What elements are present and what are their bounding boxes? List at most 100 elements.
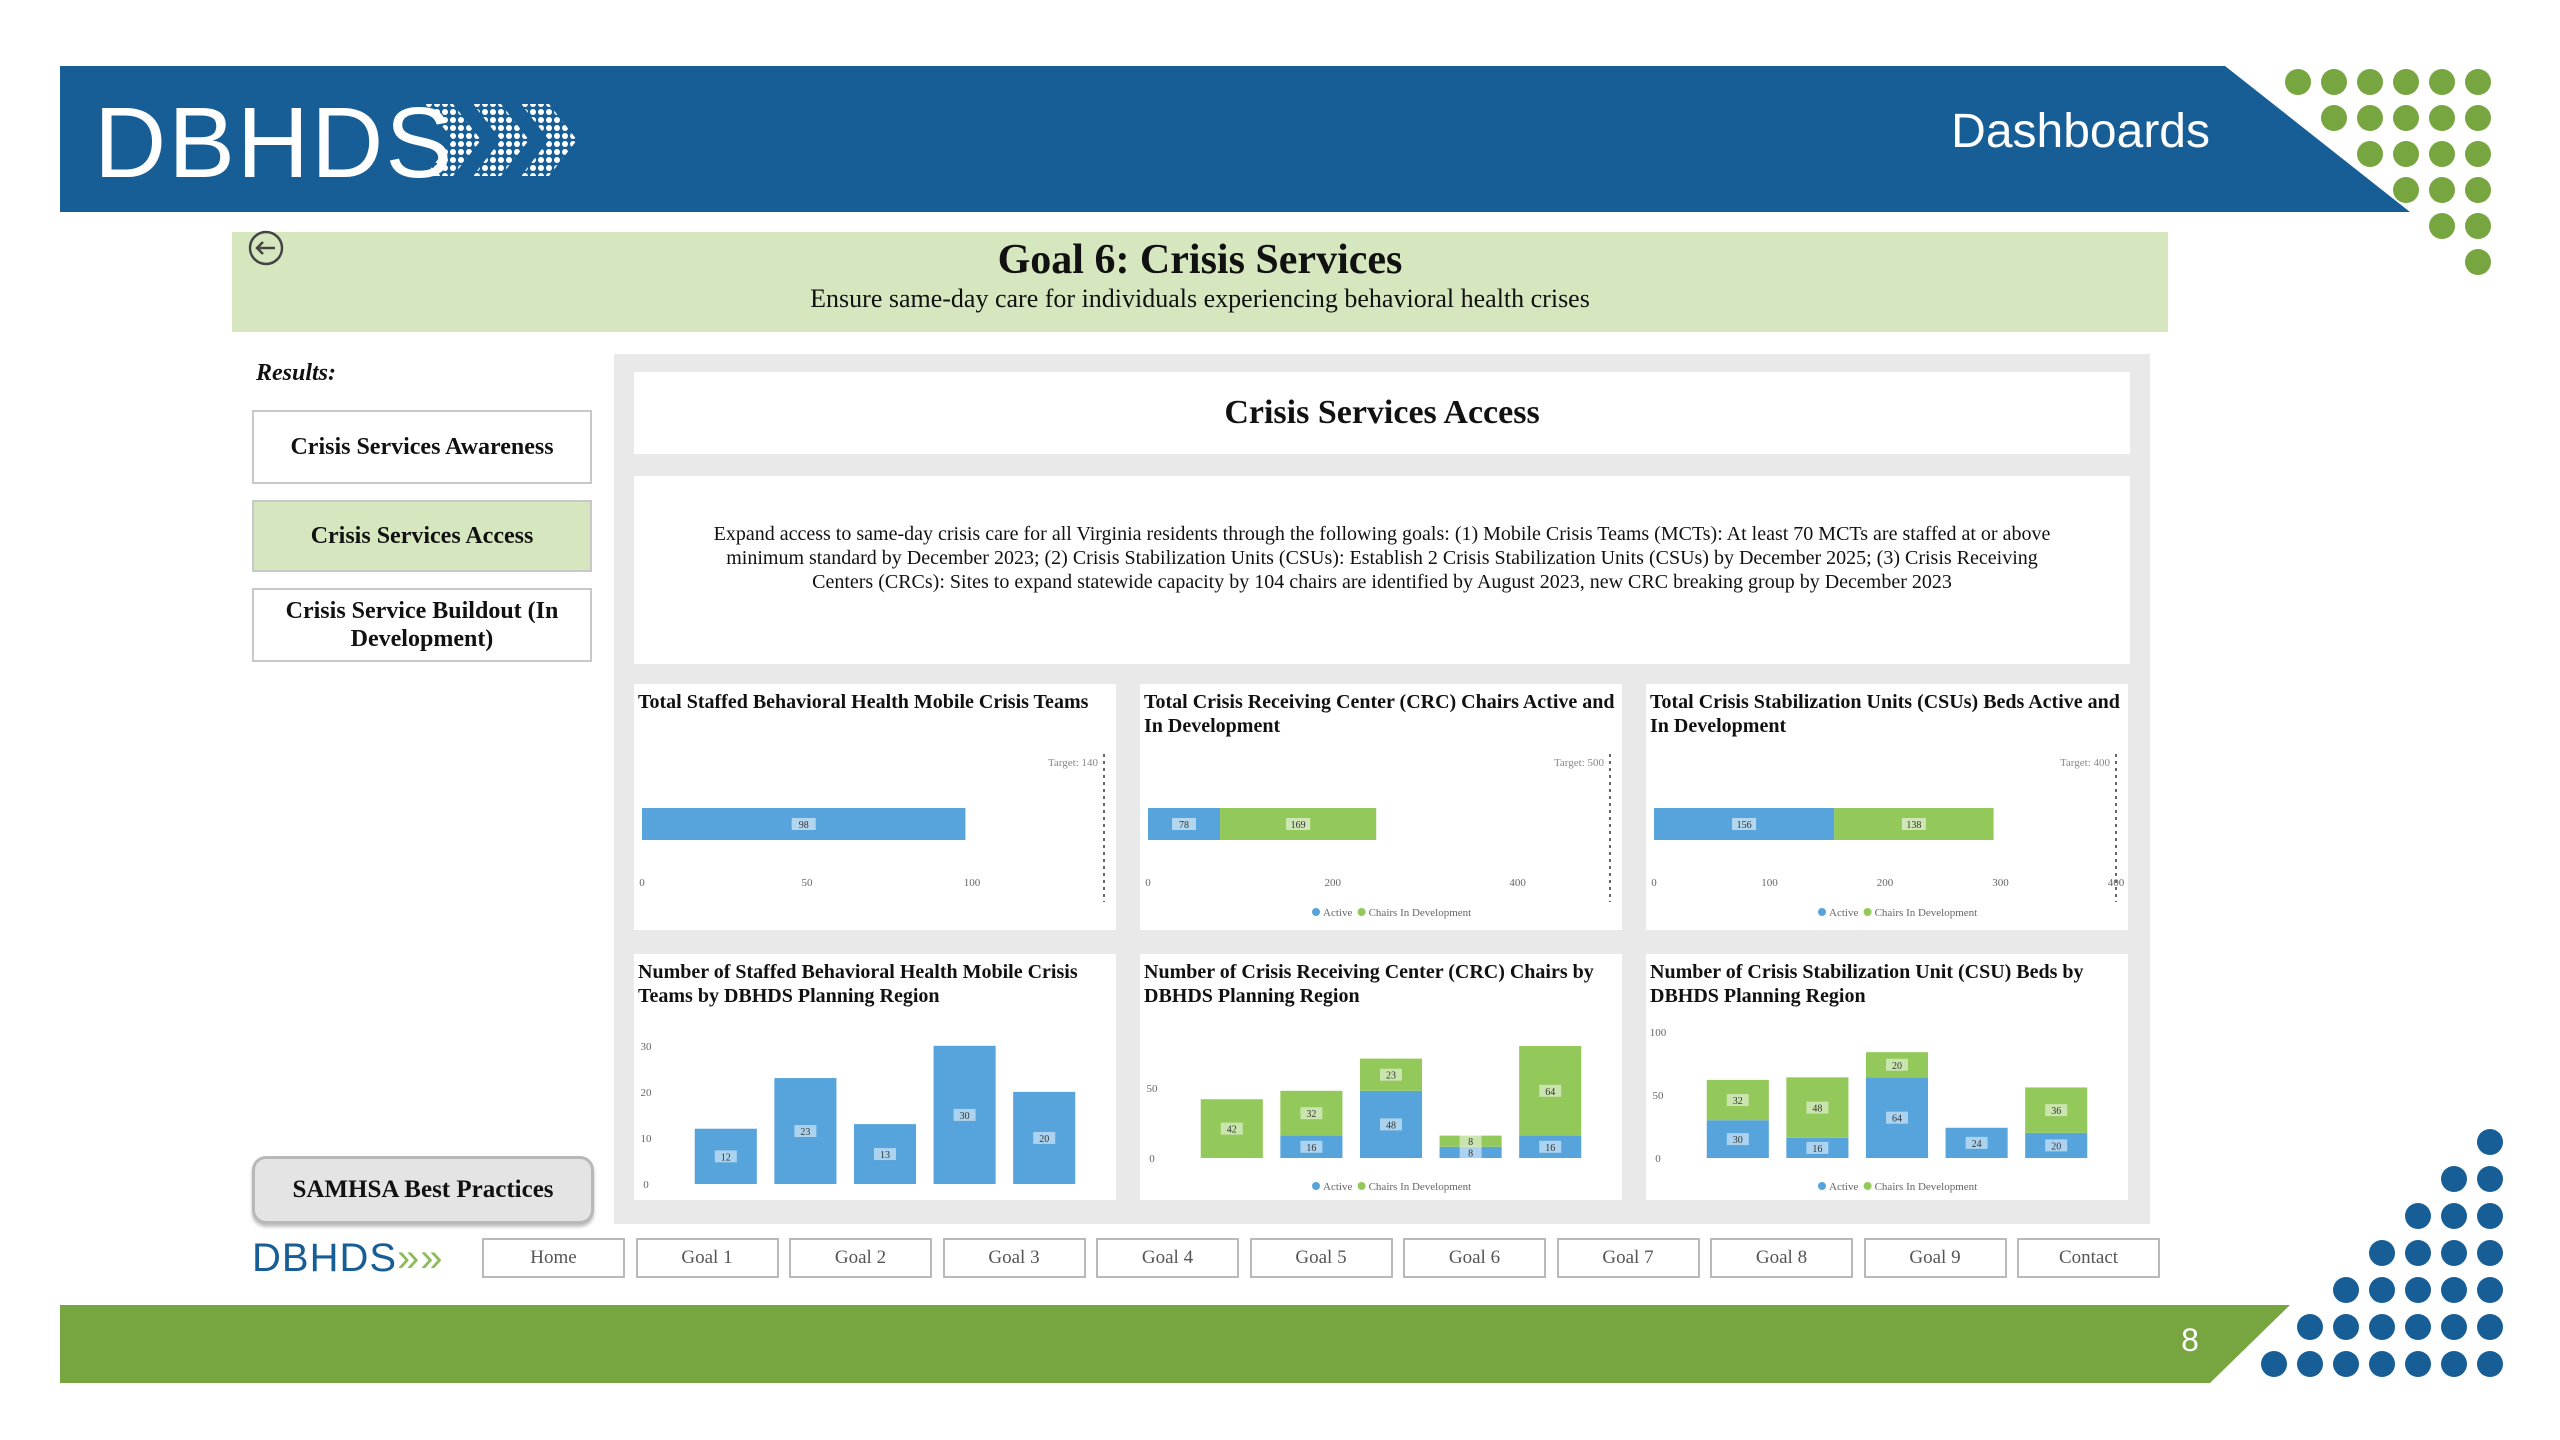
decor-dot <box>2333 1277 2359 1303</box>
data-label: 42 <box>1227 1125 1237 1136</box>
decor-dot <box>2357 69 2383 95</box>
data-label-box <box>1732 818 1757 830</box>
decor-dot <box>2465 249 2491 275</box>
target-label: Target: 140 <box>1048 757 1099 769</box>
tick-label: 0 <box>639 877 645 889</box>
chart-card-csu-region[interactable]: Number of Crisis Stabilization Unit (CSU… <box>1646 954 2128 1200</box>
nav-goal-7-button[interactable]: Goal 7 <box>1556 1238 1700 1278</box>
nav-contact-button[interactable]: Contact <box>2017 1238 2160 1278</box>
data-label: 16 <box>1812 1144 1822 1155</box>
legend-label: Chairs In Development <box>1369 907 1472 919</box>
tick-label: 200 <box>1325 877 1342 889</box>
nav-goal-9-button[interactable]: Goal 9 <box>1863 1238 2007 1278</box>
decor-dot <box>2393 105 2419 131</box>
data-label-box <box>1459 1135 1482 1148</box>
chart-title: Number of Crisis Stabilization Unit (CSU… <box>1650 961 2084 1007</box>
nav-goal-6-button[interactable]: Goal 6 <box>1403 1238 1546 1278</box>
legend-swatch <box>1312 908 1320 916</box>
chart-svg: 98 Target: 140 0 50 100 <box>639 754 1105 902</box>
nav-home-button[interactable]: Home <box>482 1238 625 1278</box>
legend-label: Chairs In Development <box>1875 1181 1978 1193</box>
footer-logo[interactable]: DBHDS»» <box>252 1236 444 1281</box>
decor-dot <box>2429 213 2455 239</box>
back-arrow-icon[interactable] <box>246 228 286 268</box>
legend-swatch <box>1818 908 1826 916</box>
tick-label: 0 <box>1145 877 1151 889</box>
nav-goal-3-button[interactable]: Goal 3 <box>942 1238 1086 1278</box>
logo-arrows-icon <box>425 104 577 176</box>
chart-svg: 0 50 42 16 32 48 23 88 16 64 Active Chairs In Devel… <box>1147 1046 1582 1193</box>
data-label-box <box>1220 1122 1243 1135</box>
chart-card-csu-total[interactable]: Total Crisis Stabilization Units (CSUs) … <box>1646 684 2128 930</box>
data-label-box <box>1300 1107 1323 1120</box>
data-label: 48 <box>1386 1120 1396 1131</box>
nav-goal-5-button[interactable]: Goal 5 <box>1249 1238 1393 1278</box>
sidebar-item-access[interactable]: Crisis Services Access <box>252 500 592 572</box>
data-label-box <box>1886 1058 1908 1071</box>
decor-dot <box>2465 177 2491 203</box>
data-label: 23 <box>1386 1071 1396 1082</box>
chart-card-crc-region[interactable]: Number of Crisis Receiving Center (CRC) … <box>1140 954 1622 1200</box>
decor-dot <box>2405 1277 2431 1303</box>
chart-svg: 0 10 20 30 12 23 13 30 20 <box>641 1041 1076 1191</box>
data-label: 98 <box>799 820 809 831</box>
footer-band <box>60 1305 2290 1383</box>
target-label: Target: 500 <box>1554 757 1605 769</box>
decor-dot <box>2297 1314 2323 1340</box>
data-label: 8 <box>1468 1148 1473 1159</box>
tick-label: 0 <box>1149 1153 1155 1165</box>
decor-dot <box>2429 177 2455 203</box>
goal-header <box>232 232 2168 332</box>
data-label: 20 <box>1892 1061 1902 1072</box>
chart-title: Total Crisis Stabilization Units (CSUs) … <box>1650 691 2120 737</box>
decor-dot <box>2357 141 2383 167</box>
data-label: 24 <box>1972 1139 1982 1150</box>
decor-dot <box>2465 141 2491 167</box>
chart-card-mct-total[interactable]: Total Staffed Behavioral Health Mobile C… <box>634 684 1116 930</box>
tick-label: 100 <box>1761 877 1778 889</box>
decor-dot <box>2297 1351 2323 1377</box>
decor-dot <box>2477 1351 2503 1377</box>
data-label: 20 <box>1039 1134 1049 1145</box>
legend-swatch <box>1357 1182 1366 1190</box>
access-title: Crisis Services Access <box>1224 394 1540 431</box>
data-label: 48 <box>1812 1104 1822 1115</box>
legend-label: Chairs In Development <box>1875 907 1978 919</box>
legend-swatch <box>1357 908 1366 916</box>
chart-title: Total Staffed Behavioral Health Mobile C… <box>638 691 1089 713</box>
tick-label: 300 <box>1992 877 2009 889</box>
data-label: 30 <box>960 1111 970 1122</box>
decor-dot <box>2261 1351 2287 1377</box>
chart-svg: 0 50 100 30 32 16 48 64 20 24 20 36 Active Chairs In … <box>1650 1027 2088 1193</box>
tick-label: 100 <box>1650 1027 1667 1039</box>
data-label-box <box>2045 1104 2068 1117</box>
data-label-box <box>874 1148 896 1161</box>
nav-goal-1-button[interactable]: Goal 1 <box>635 1238 779 1278</box>
decor-dot <box>2405 1240 2431 1266</box>
decor-dot <box>2405 1314 2431 1340</box>
decor-dot <box>2477 1314 2503 1340</box>
decor-dot <box>2441 1277 2467 1303</box>
data-label-box <box>1726 1133 1749 1146</box>
nav-goal-4-button[interactable]: Goal 4 <box>1096 1238 1239 1278</box>
nav-goal-2-button[interactable]: Goal 2 <box>789 1238 932 1278</box>
tick-label: 0 <box>643 1179 649 1191</box>
chart-card-mct-region[interactable]: Number of Staffed Behavioral Health Mobi… <box>634 954 1116 1200</box>
data-label-box <box>1965 1136 1988 1149</box>
decor-dot <box>2465 105 2491 131</box>
chart-svg: 78 169 Target: 500 0 200 400 Active Chairs In D… <box>1145 754 1611 919</box>
sidebar-item-awareness[interactable]: Crisis Services Awareness <box>252 410 592 484</box>
sidebar-item-buildout[interactable]: Crisis Service Buildout (In Development) <box>252 588 592 662</box>
samhsa-best-practices-button[interactable]: SAMHSA Best Practices <box>252 1156 594 1224</box>
data-label: 12 <box>721 1152 731 1163</box>
tick-label: 200 <box>1877 877 1894 889</box>
tick-label: 50 <box>1653 1090 1665 1102</box>
goal-subtitle: Ensure same-day care for individuals exp… <box>810 284 1590 313</box>
decor-dot <box>2477 1129 2503 1155</box>
tick-label: 400 <box>2108 877 2125 889</box>
decor-dot <box>2369 1351 2395 1377</box>
tick-label: 10 <box>641 1133 653 1145</box>
chart-card-crc-total[interactable]: Total Crisis Receiving Center (CRC) Chai… <box>1140 684 1622 930</box>
nav-goal-8-button[interactable]: Goal 8 <box>1710 1238 1853 1278</box>
decor-dot <box>2333 1351 2359 1377</box>
